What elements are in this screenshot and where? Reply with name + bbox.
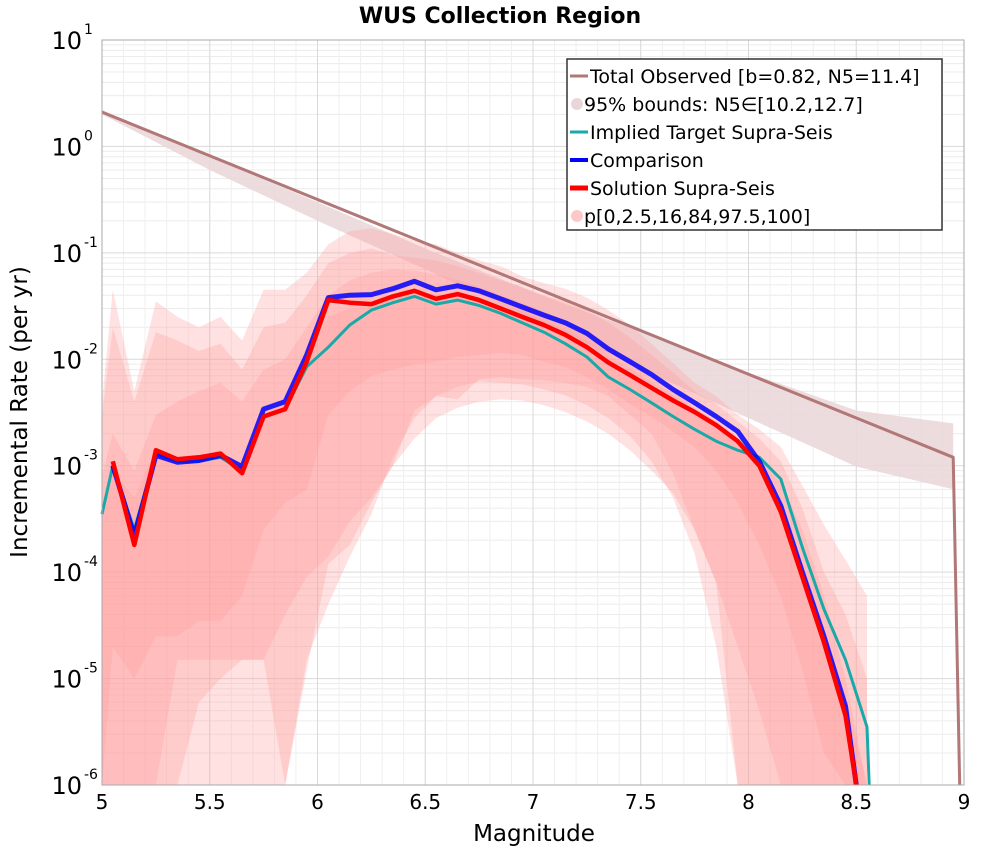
total-observed-line bbox=[101, 110, 962, 786]
y-tick-exponent: 0 bbox=[84, 128, 93, 144]
y-tick-exponent: -3 bbox=[84, 448, 98, 464]
percentile-band-0 bbox=[102, 228, 867, 786]
percentile-band-3 bbox=[102, 291, 867, 785]
y-tick-exponent: -6 bbox=[84, 767, 98, 783]
y-tick-base: 10 bbox=[51, 27, 82, 55]
y-tick-base: 10 bbox=[51, 133, 82, 161]
plot-frame bbox=[101, 39, 965, 786]
y-tick-base: 10 bbox=[51, 559, 82, 587]
y-tick-exponent: 1 bbox=[84, 22, 93, 38]
legend-label: 95% bounds: N5∈[10.2,12.7] bbox=[584, 94, 863, 116]
x-axis-ticks: 5 5.5 6 6.5 7 7.5 8 8.5 9 bbox=[96, 790, 971, 814]
legend-swatch-band bbox=[571, 210, 583, 222]
legend-swatch-band bbox=[571, 98, 583, 110]
legend-label: Comparison bbox=[590, 150, 704, 172]
legend-label: Total Observed [b=0.82, N5=11.4] bbox=[589, 66, 920, 88]
x-tick-label: 7.5 bbox=[625, 790, 657, 814]
y-tick-base: 10 bbox=[51, 346, 82, 374]
legend: Total Observed [b=0.82, N5=11.4] 95% boun… bbox=[566, 58, 943, 231]
legend-label: Implied Target Supra-Seis bbox=[590, 122, 833, 144]
x-tick-label: 8.5 bbox=[840, 790, 872, 814]
y-tick-exponent: -4 bbox=[84, 554, 98, 570]
y-tick-exponent: -1 bbox=[84, 235, 98, 251]
x-tick-label: 5 bbox=[96, 790, 109, 814]
x-tick-label: 6 bbox=[311, 790, 324, 814]
y-axis-label: Incremental Rate (per yr) bbox=[7, 266, 33, 558]
comparison-line bbox=[110, 278, 859, 786]
y-tick-exponent: -2 bbox=[84, 341, 98, 357]
legend-label: Solution Supra-Seis bbox=[590, 178, 775, 200]
legend-label: p[0,2.5,16,84,97.5,100] bbox=[584, 206, 810, 228]
y-tick-exponent: -5 bbox=[84, 661, 98, 677]
observed-bounds-layer bbox=[102, 110, 954, 490]
chart-title: WUS Collection Region bbox=[359, 4, 641, 29]
x-tick-label: 5.5 bbox=[194, 790, 226, 814]
legend-box bbox=[566, 58, 943, 231]
series-lines-layer bbox=[100, 110, 962, 786]
x-tick-label: 8 bbox=[742, 790, 755, 814]
x-tick-label: 7 bbox=[527, 790, 540, 814]
y-tick-base: 10 bbox=[51, 240, 82, 268]
y-tick-base: 10 bbox=[51, 453, 82, 481]
observed-bounds-band bbox=[102, 110, 954, 490]
x-tick-label: 6.5 bbox=[409, 790, 441, 814]
percentile-bands-layer bbox=[102, 228, 867, 786]
solution-line bbox=[110, 288, 859, 786]
y-tick-base: 10 bbox=[51, 666, 82, 694]
percentile-band-2 bbox=[102, 269, 867, 785]
x-axis-label: Magnitude bbox=[473, 821, 595, 847]
y-tick-base: 10 bbox=[51, 772, 82, 800]
x-tick-label: 9 bbox=[958, 790, 971, 814]
